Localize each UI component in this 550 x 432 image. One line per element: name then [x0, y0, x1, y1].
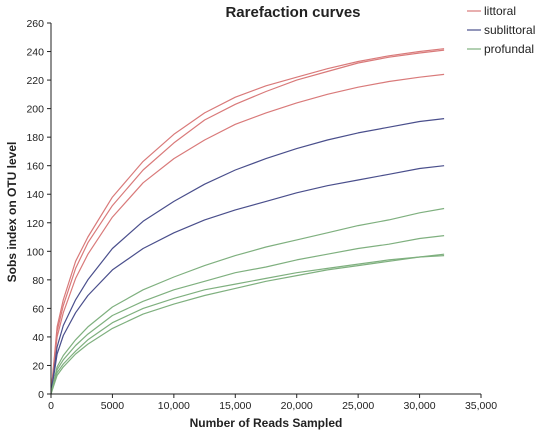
series-line-profundal: [50, 235, 445, 395]
y-tick-label: 40: [32, 332, 44, 344]
y-tick-label: 220: [26, 75, 44, 87]
y-tick-label: 60: [32, 303, 44, 315]
series-layer: [50, 48, 445, 395]
x-tick-label: 25,000: [342, 400, 374, 412]
series-line-littoral: [50, 48, 445, 395]
series-line-sublittoral: [50, 118, 445, 395]
y-tick-label: 260: [26, 18, 44, 30]
y-tick-label: 160: [26, 161, 44, 173]
x-axis-ticks: 0 5000 10,000 15,000 20,000 25,000 30,000 35,00…: [48, 394, 497, 412]
x-axis-label: Number of Reads Sampled: [190, 416, 343, 430]
legend-label-sublittoral: sublittoral: [484, 23, 535, 37]
y-axis-label: Sobs index on OTU level: [5, 142, 19, 283]
y-tick-label: 180: [26, 132, 44, 144]
y-axis-ticks: 0 20 40 60 80 100 120 140 160 180 200 220 240 260: [26, 18, 51, 401]
x-tick-label: 20,000: [281, 400, 313, 412]
chart-legend: littoral sublittoral profundal: [467, 4, 535, 56]
y-tick-label: 140: [26, 189, 44, 201]
series-line-profundal: [50, 255, 445, 395]
y-tick-label: 200: [26, 104, 44, 116]
series-line-profundal: [50, 253, 445, 395]
legend-label-littoral: littoral: [484, 4, 516, 18]
legend-label-profundal: profundal: [484, 42, 534, 56]
y-tick-label: 20: [32, 360, 44, 372]
y-tick-label: 0: [38, 389, 44, 401]
y-tick-label: 120: [26, 218, 44, 230]
x-tick-label: 0: [48, 400, 54, 412]
y-tick-label: 80: [32, 275, 44, 287]
series-line-sublittoral: [50, 165, 445, 395]
x-tick-label: 35,000: [465, 400, 497, 412]
x-tick-label: 15,000: [219, 400, 251, 412]
y-tick-label: 240: [26, 47, 44, 59]
x-tick-label: 10,000: [158, 400, 190, 412]
x-tick-label: 30,000: [404, 400, 436, 412]
series-line-profundal: [50, 207, 445, 395]
y-tick-label: 100: [26, 246, 44, 258]
series-line-littoral: [50, 49, 445, 395]
series-line-littoral: [50, 73, 445, 395]
plot-area: 0 5000 10,000 15,000 20,000 25,000 30,000 35,00…: [26, 18, 497, 412]
x-tick-label: 5000: [101, 400, 125, 412]
chart-title: Rarefaction curves: [225, 4, 360, 21]
